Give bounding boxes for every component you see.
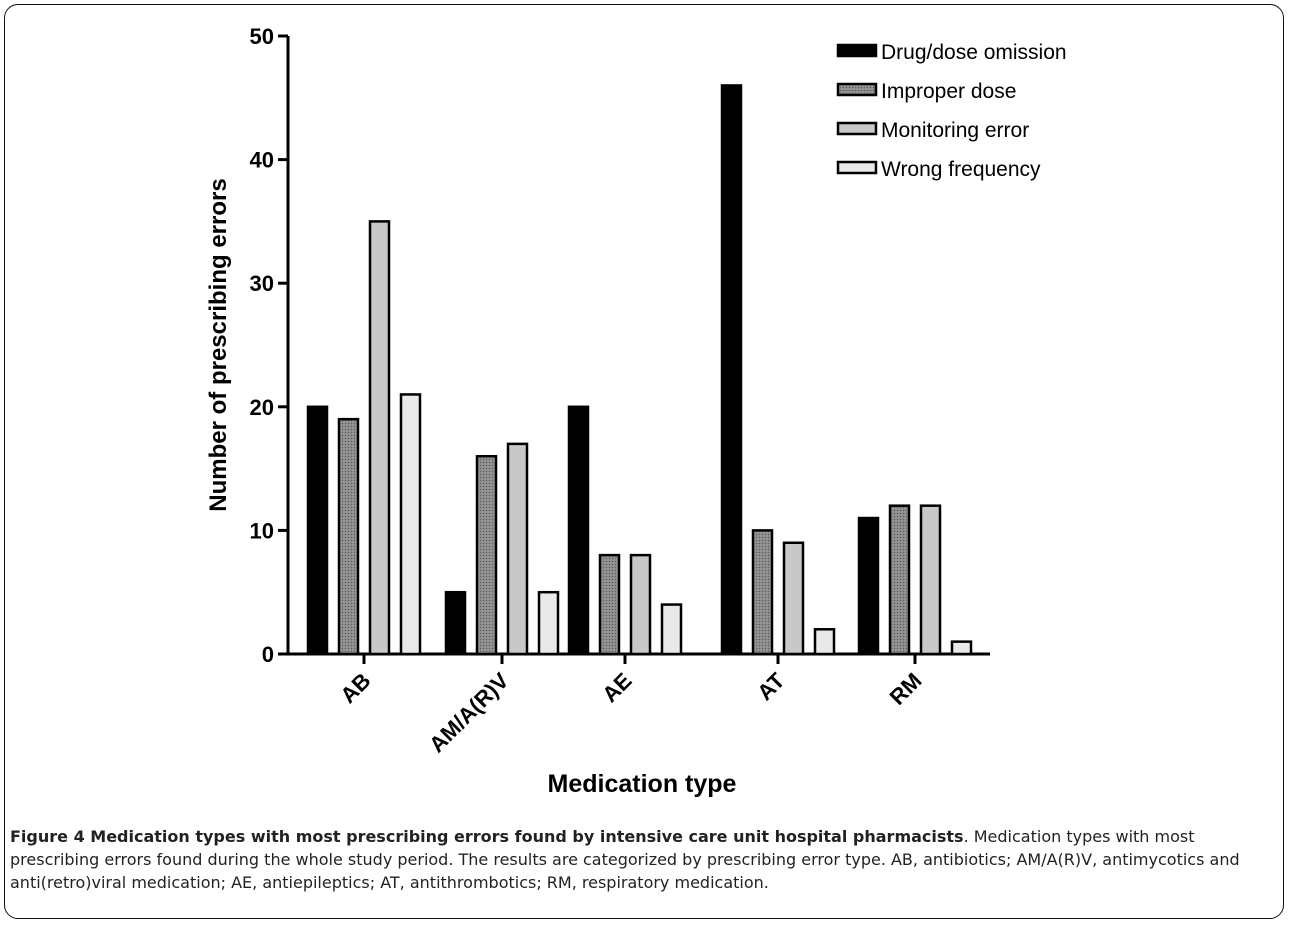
bar-chart: 0 10 20 30 40 50 AB AM/A(R)V AE AT RM Drug/dose om…: [205, 24, 1067, 798]
bar: [567, 405, 590, 656]
x-tick-label: AM/A(R)V: [424, 668, 514, 758]
y-tick-label: 30: [250, 271, 274, 296]
legend-swatch: [836, 160, 878, 175]
legend-swatch: [836, 121, 878, 136]
y-axis-title: Number of prescribing errors: [205, 178, 232, 511]
bar: [629, 553, 652, 656]
figure-frame: [4, 4, 1284, 919]
legend-label: Wrong frequency: [881, 158, 1041, 181]
x-tick-label: RM: [885, 668, 927, 710]
x-tick-label: AT: [752, 667, 790, 705]
x-tick-label: AB: [335, 668, 375, 708]
legend-swatch: [836, 43, 878, 58]
bar: [475, 454, 498, 656]
y-tick-label: 10: [250, 518, 274, 543]
bar: [399, 393, 422, 656]
y-tick-label: 40: [250, 148, 274, 173]
caption-text: . Medication types with most prescribing…: [10, 827, 1240, 892]
bar: [598, 553, 621, 656]
bar: [950, 640, 973, 656]
y-tick-label: 0: [262, 642, 274, 667]
bar: [782, 541, 805, 656]
legend-label: Improper dose: [881, 80, 1016, 103]
bar: [444, 590, 467, 656]
bar: [368, 220, 391, 656]
x-tick-label: AE: [597, 668, 636, 707]
legend-swatch: [836, 82, 878, 97]
caption-label: Figure 4 Medication types with most pres…: [10, 827, 964, 846]
legend-label: Monitoring error: [881, 119, 1029, 142]
bar: [888, 504, 911, 656]
bar: [660, 603, 683, 656]
bar: [720, 84, 743, 656]
bar: [751, 529, 774, 656]
bar: [919, 504, 942, 656]
bar: [813, 628, 836, 656]
y-tick-label: 50: [250, 24, 274, 49]
bar: [506, 442, 529, 656]
figure-caption: Figure 4 Medication types with most pres…: [10, 825, 1280, 894]
bar: [306, 405, 329, 656]
bar: [537, 590, 560, 656]
legend-label: Drug/dose omission: [881, 41, 1067, 64]
x-axis-title: Medication type: [548, 770, 737, 798]
bar: [337, 417, 360, 656]
bar: [857, 516, 880, 656]
y-tick-label: 20: [250, 395, 274, 420]
